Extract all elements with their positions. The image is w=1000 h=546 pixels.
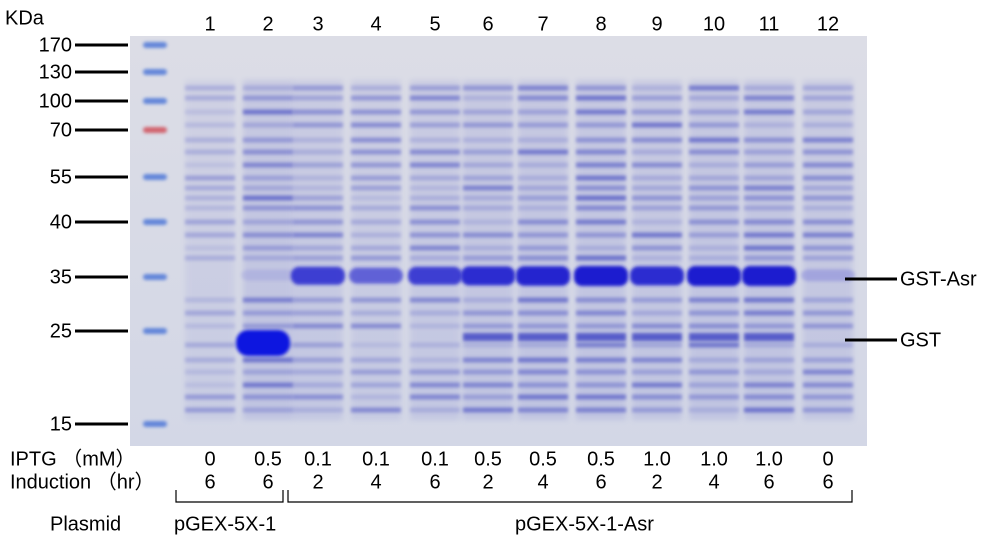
condition-value: 0.5 — [529, 448, 557, 470]
plasmid-group: pGEX-5X-1 — [174, 513, 276, 535]
condition-label: Induction （hr） — [10, 470, 155, 493]
gst-asr-band — [630, 266, 684, 286]
lane-smear — [632, 80, 682, 420]
condition-value: 1.0 — [700, 448, 728, 470]
condition-value: 0.1 — [362, 448, 390, 470]
marker-band — [143, 127, 167, 133]
marker-label: 15 — [50, 413, 72, 435]
gst-band — [689, 333, 739, 341]
lane-smear — [351, 80, 401, 420]
marker-label: 70 — [50, 119, 72, 141]
lane-smear — [744, 80, 794, 420]
gst-asr-band — [574, 266, 628, 286]
marker-band — [143, 219, 167, 225]
lane-smear — [803, 80, 853, 420]
condition-value: 2 — [651, 471, 662, 493]
lane-number: 9 — [651, 13, 662, 35]
gst-asr-band — [516, 266, 570, 286]
lane-number: 6 — [482, 13, 493, 35]
condition-value: 0.1 — [304, 448, 332, 470]
marker-band — [143, 421, 167, 427]
condition-value: 6 — [262, 471, 273, 493]
lane-smear — [518, 80, 568, 420]
lane-number: 1 — [204, 13, 215, 35]
marker-band — [143, 274, 167, 280]
condition-value: 4 — [537, 471, 548, 493]
marker-band — [143, 69, 167, 75]
condition-value: 6 — [429, 471, 440, 493]
marker-band — [143, 42, 167, 48]
condition-value: 1.0 — [643, 448, 671, 470]
gst-band — [744, 333, 794, 341]
gst-asr-band — [687, 266, 741, 286]
lane-number: 10 — [703, 13, 725, 35]
condition-value: 6 — [204, 471, 215, 493]
condition-value: 6 — [822, 471, 833, 493]
condition-value: 2 — [482, 471, 493, 493]
marker-label: 100 — [39, 90, 72, 112]
brackets — [175, 490, 853, 503]
gst-asr-band — [408, 266, 462, 285]
plasmid-label: Plasmid — [50, 513, 121, 535]
lane-number: 5 — [429, 13, 440, 35]
gst-asr-band — [742, 266, 796, 286]
lane-number: 8 — [595, 13, 606, 35]
marker-label: 170 — [39, 34, 72, 56]
lane-smear — [293, 80, 343, 420]
lane-smear — [576, 80, 626, 420]
condition-value: 0.1 — [421, 448, 449, 470]
plasmid-group: pGEX-5X-1-Asr — [515, 513, 654, 535]
lane-smear — [185, 80, 235, 420]
lane-smear — [689, 80, 739, 420]
condition-value: 4 — [708, 471, 719, 493]
band-label: GST-Asr — [900, 268, 977, 290]
marker-label: 130 — [39, 61, 72, 83]
marker-band — [143, 328, 167, 334]
band-label: GST — [900, 329, 941, 351]
condition-value: 1.0 — [755, 448, 783, 470]
lane-smear — [410, 80, 460, 420]
gst-asr-band — [349, 267, 403, 284]
lane-number: 3 — [312, 13, 323, 35]
condition-value: 6 — [595, 471, 606, 493]
condition-value: 0 — [822, 448, 833, 470]
gst-band — [576, 333, 626, 341]
lane-smear — [243, 80, 293, 420]
marker-label: 55 — [50, 166, 72, 188]
lane-number: 11 — [759, 13, 780, 35]
condition-value: 0.5 — [254, 448, 282, 470]
condition-value: 2 — [312, 471, 323, 493]
lane-number: 12 — [817, 13, 839, 35]
condition-value: 4 — [370, 471, 381, 493]
gst-band — [236, 330, 290, 356]
lane-number: 2 — [262, 13, 273, 35]
lane-number: 4 — [370, 13, 381, 35]
condition-value: 6 — [763, 471, 774, 493]
gst-asr-band — [291, 266, 345, 285]
gst-band — [632, 333, 682, 341]
marker-label: 35 — [50, 266, 72, 288]
bands — [143, 42, 855, 427]
marker-band — [143, 98, 167, 104]
marker-band — [143, 174, 167, 180]
gst-band — [518, 333, 568, 341]
lane-number: 7 — [537, 13, 548, 35]
marker-label: 25 — [50, 320, 72, 342]
unit-label: KDa — [5, 7, 45, 29]
condition-value: 0.5 — [474, 448, 502, 470]
lane-smear — [463, 80, 513, 420]
gst-asr-band — [241, 269, 295, 281]
condition-value: 0.5 — [587, 448, 615, 470]
condition-label: IPTG （mM） — [10, 447, 136, 470]
gst-asr-band — [801, 269, 855, 282]
gst-band — [463, 333, 513, 341]
condition-value: 0 — [204, 448, 215, 470]
gst-asr-band — [461, 266, 515, 286]
marker-label: 40 — [50, 211, 72, 233]
